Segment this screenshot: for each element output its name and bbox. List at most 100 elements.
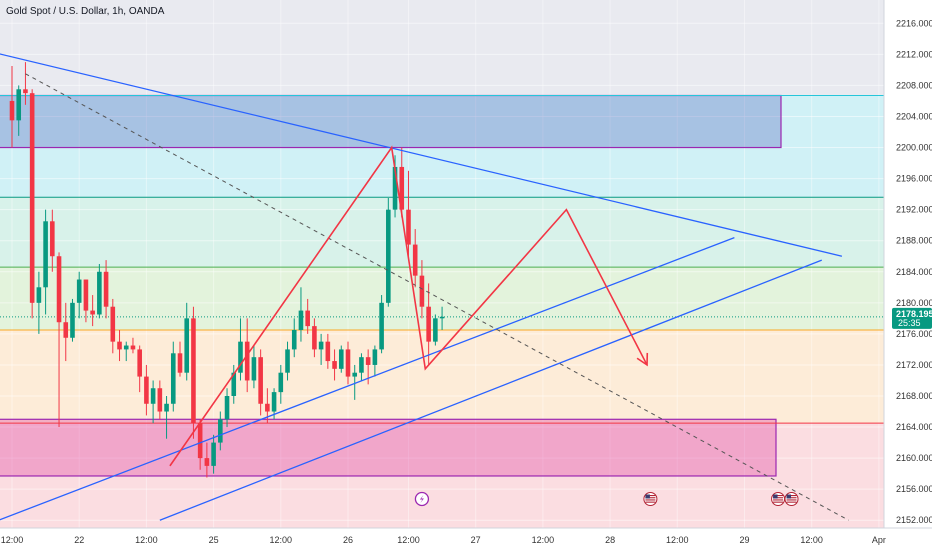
- flag-stripe: [645, 495, 656, 497]
- supply-zone: [0, 94, 782, 149]
- candle-body: [130, 345, 136, 350]
- event-markers[interactable]: [414, 491, 799, 507]
- candle-body: [211, 442, 216, 466]
- candle: [285, 341, 290, 381]
- projection-polyline[interactable]: [169, 145, 648, 467]
- candle-body: [63, 322, 69, 338]
- us-flag-icon[interactable]: [771, 492, 786, 506]
- us-flag-icon[interactable]: [643, 492, 658, 506]
- demand-zone: [0, 418, 777, 477]
- time-tick-label: 12:00: [532, 535, 555, 545]
- candle-body: [16, 89, 22, 121]
- lightning-icon-bolt: [419, 495, 424, 503]
- candle-body: [137, 349, 142, 377]
- candle: [90, 295, 95, 327]
- candle: [345, 341, 351, 385]
- candle: [258, 349, 263, 416]
- time-tick-label: 12:00: [666, 535, 689, 545]
- candle: [224, 388, 230, 428]
- candle: [359, 353, 364, 381]
- candle-body: [164, 403, 169, 412]
- candle-body: [419, 275, 425, 307]
- upper-triangle-line[interactable]: [0, 52, 843, 257]
- candle: [191, 306, 196, 439]
- candle: [197, 419, 203, 470]
- candle-body: [338, 349, 344, 369]
- candle-body: [278, 372, 284, 393]
- candles: [9, 62, 445, 478]
- candle-body: [352, 372, 358, 377]
- candle-body: [97, 271, 102, 315]
- flag-stripe: [645, 497, 656, 499]
- candle: [338, 345, 344, 373]
- candle: [412, 229, 418, 288]
- time-tick-label: 12:00: [800, 535, 823, 545]
- candle: [298, 287, 304, 342]
- flag-canton: [786, 494, 792, 499]
- time-tick-label: 22: [74, 535, 84, 545]
- candle: [177, 341, 183, 377]
- middle-channel-line[interactable]: [0, 236, 735, 521]
- price-tick-label: 2200.000: [896, 143, 932, 153]
- current-price-label: 2178.195: [896, 309, 932, 319]
- price-tick-label: 2192.000: [896, 205, 932, 215]
- time-tick-label: 12:00: [397, 535, 420, 545]
- price-tick-label: 2164.000: [896, 422, 932, 432]
- flag-icon-ring: [643, 492, 658, 506]
- candle: [204, 442, 210, 478]
- price-tick-label: 2156.000: [896, 484, 932, 494]
- flag-stripe: [786, 499, 797, 501]
- candle: [325, 333, 331, 369]
- time-tick-label: 12:00: [1, 535, 24, 545]
- candle: [170, 341, 176, 412]
- candle-body: [399, 166, 405, 210]
- candle-body: [218, 419, 223, 443]
- chart-title: Gold Spot / U.S. Dollar, 1h, OANDA: [6, 6, 165, 17]
- candle-body: [359, 357, 364, 373]
- candle: [218, 411, 223, 451]
- candle: [117, 330, 122, 362]
- flag-canton: [645, 494, 650, 499]
- candle-body: [412, 244, 418, 276]
- projection-arrowhead[interactable]: [636, 352, 649, 367]
- time-tick-label: 29: [739, 535, 749, 545]
- lower-channel-line[interactable]: [159, 259, 822, 521]
- candle: [29, 89, 35, 319]
- candle-body: [90, 310, 95, 315]
- time-tick-label: 26: [343, 535, 353, 545]
- candle-body: [36, 287, 42, 303]
- candle-body: [9, 100, 15, 121]
- candle: [137, 345, 142, 393]
- candle-body: [29, 93, 35, 303]
- projection-path[interactable]: [169, 145, 649, 467]
- candle-body: [258, 357, 263, 404]
- candle: [157, 380, 163, 420]
- candle-body: [144, 376, 149, 404]
- price-tick-label: 2168.000: [896, 391, 932, 401]
- candle: [211, 434, 216, 474]
- candle-body: [150, 388, 156, 404]
- price-tick-label: 2176.000: [896, 329, 932, 339]
- flag-stripe: [773, 501, 784, 503]
- candle: [406, 170, 411, 257]
- candle: [184, 302, 190, 381]
- candle-body: [184, 318, 190, 373]
- candle: [70, 298, 75, 342]
- price-tick-label: 2196.000: [896, 174, 932, 184]
- trendlines[interactable]: [0, 52, 849, 521]
- candle-body: [365, 357, 371, 365]
- lightning-icon[interactable]: [414, 491, 430, 507]
- candle-body: [325, 341, 331, 362]
- candle-body: [285, 349, 290, 373]
- price-tick-label: 2152.000: [896, 515, 932, 525]
- us-flag-icon[interactable]: [784, 492, 799, 506]
- candle: [83, 279, 89, 323]
- candle-body: [157, 388, 163, 412]
- candle-body: [197, 423, 203, 459]
- price-tick-label: 2172.000: [896, 360, 932, 370]
- candle-body: [379, 302, 384, 350]
